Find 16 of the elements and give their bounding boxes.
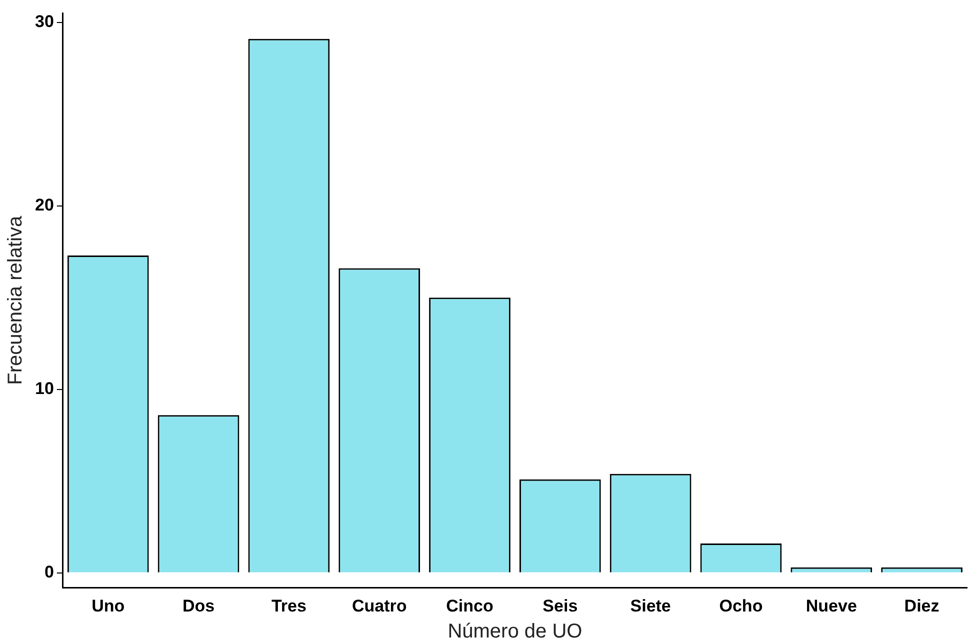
x-tick-label: Nueve (806, 596, 857, 616)
x-tick-label: Cuatro (352, 596, 407, 616)
y-tick-label: 0 (44, 562, 54, 582)
x-tick-label: Diez (904, 596, 940, 616)
x-tick-label: Seis (542, 596, 578, 616)
x-tick-label: Siete (630, 596, 671, 616)
x-tick-label: Dos (182, 596, 215, 616)
x-tick-label: Uno (92, 596, 125, 616)
y-tick-label: 20 (34, 196, 54, 215)
x-tick-label: Ocho (719, 596, 763, 616)
y-tick-label: 30 (34, 12, 54, 32)
y-axis-title: Frecuencia relativa (4, 215, 27, 385)
y-tick-label: 10 (34, 379, 54, 398)
x-tick-label: Cinco (446, 596, 494, 616)
x-axis-title: Número de UO (448, 620, 582, 643)
x-tick-label: Tres (271, 596, 306, 616)
